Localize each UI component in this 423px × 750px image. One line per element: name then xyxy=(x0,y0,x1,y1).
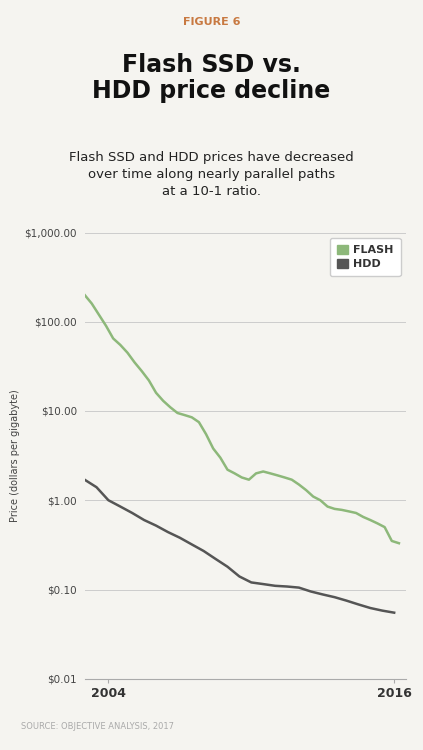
Legend: FLASH, HDD: FLASH, HDD xyxy=(330,238,401,276)
Y-axis label: Price (dollars per gigabyte): Price (dollars per gigabyte) xyxy=(10,389,20,522)
Text: Flash SSD vs.
HDD price decline: Flash SSD vs. HDD price decline xyxy=(92,53,331,104)
Text: SOURCE: OBJECTIVE ANALYSIS, 2017: SOURCE: OBJECTIVE ANALYSIS, 2017 xyxy=(21,722,174,731)
Text: FIGURE 6: FIGURE 6 xyxy=(183,16,240,27)
Text: Flash SSD and HDD prices have decreased
over time along nearly parallel paths
at: Flash SSD and HDD prices have decreased … xyxy=(69,152,354,198)
